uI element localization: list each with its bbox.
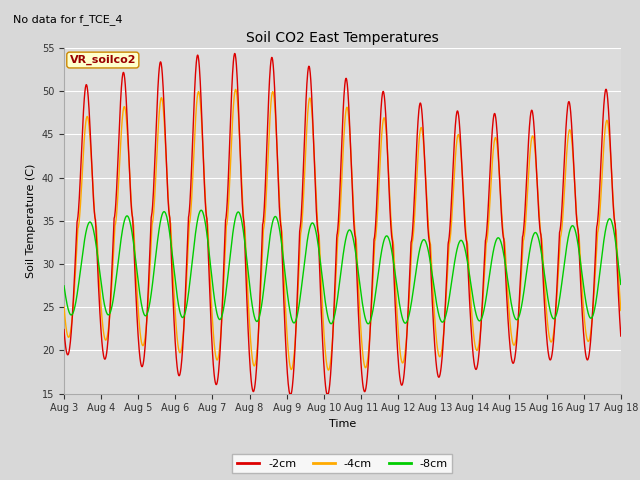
Legend: -2cm, -4cm, -8cm: -2cm, -4cm, -8cm [232, 455, 452, 473]
Title: Soil CO2 East Temperatures: Soil CO2 East Temperatures [246, 32, 439, 46]
Text: VR_soilco2: VR_soilco2 [70, 55, 136, 65]
Y-axis label: Soil Temperature (C): Soil Temperature (C) [26, 164, 36, 278]
X-axis label: Time: Time [329, 419, 356, 429]
Text: No data for f_TCE_4: No data for f_TCE_4 [13, 14, 122, 25]
